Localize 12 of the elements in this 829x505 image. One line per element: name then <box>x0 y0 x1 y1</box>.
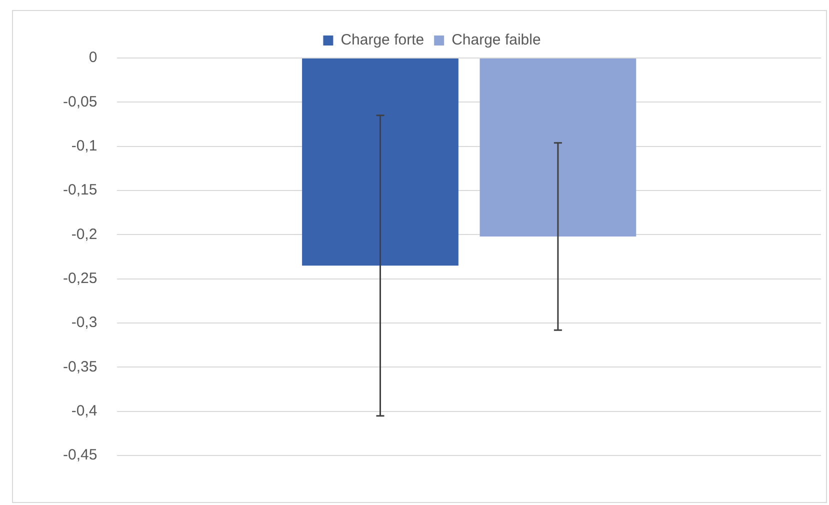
y-tick-label: -0,35 <box>62 358 98 376</box>
y-tick-label: -0,05 <box>62 93 98 110</box>
y-tick-label: 0 <box>88 49 98 66</box>
y-tick-label: -0,4 <box>71 402 98 420</box>
legend-label: Charge forte <box>340 32 424 49</box>
y-tick-label: -0,15 <box>62 182 98 199</box>
y-tick-label: -0,2 <box>71 226 98 243</box>
y-tick-label: -0,45 <box>62 446 98 464</box>
y-tick-label: -0,1 <box>71 137 98 154</box>
y-tick-label: -0,25 <box>62 270 98 288</box>
legend-label: Charge faible <box>452 32 541 49</box>
y-tick-label: -0,3 <box>71 314 98 332</box>
